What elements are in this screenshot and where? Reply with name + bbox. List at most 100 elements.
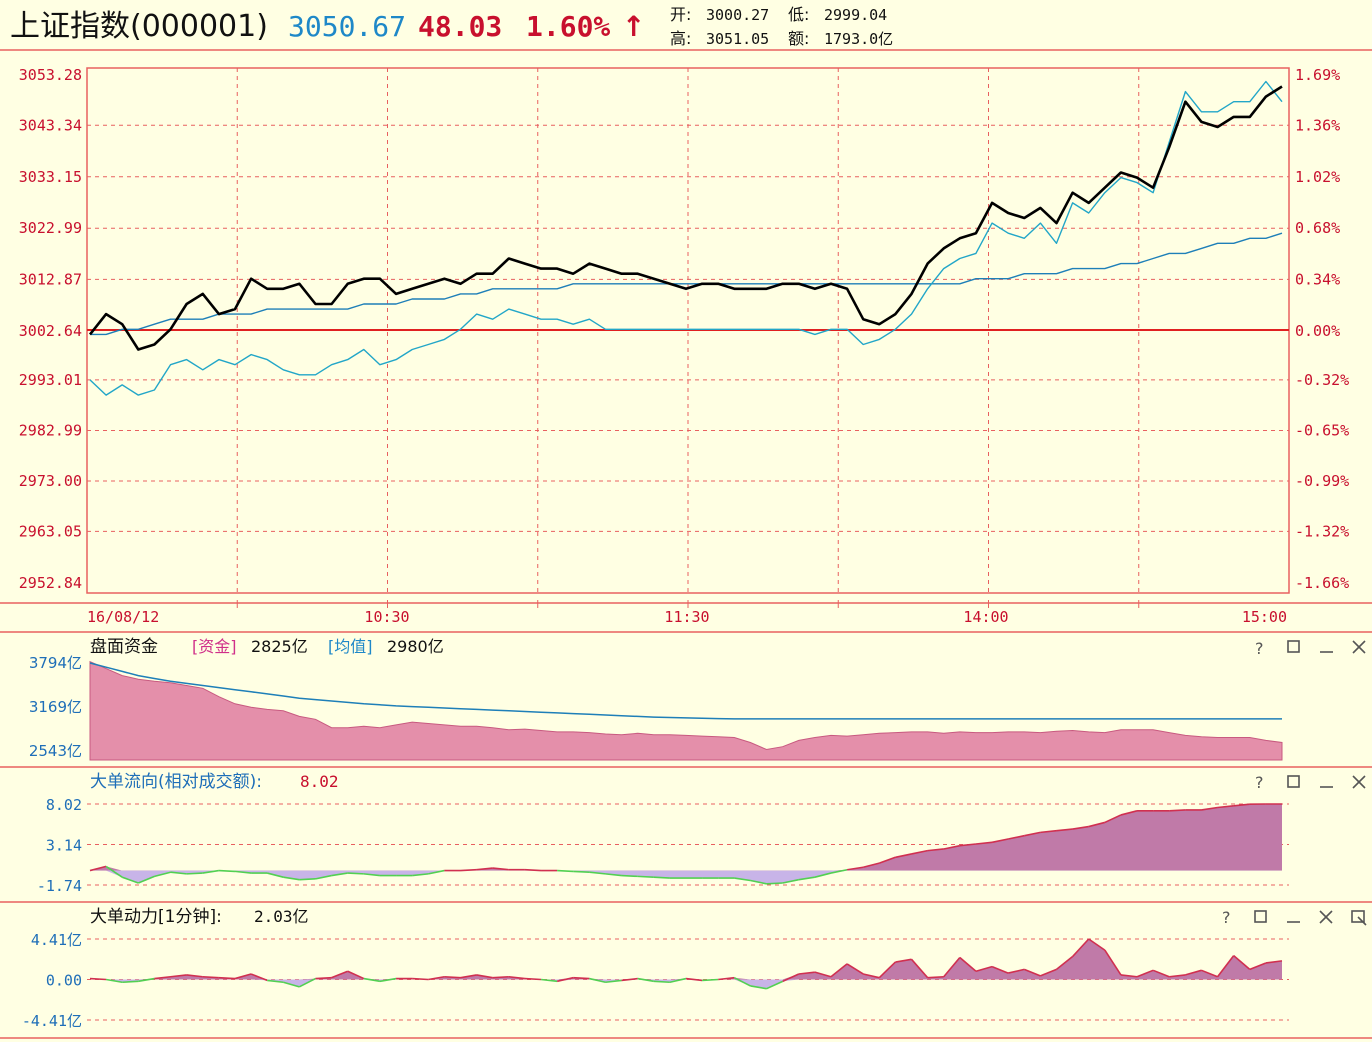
series-segment	[476, 974, 493, 979]
power-current-value: 2.03亿	[254, 907, 309, 926]
y-tick: -4.41亿	[22, 1012, 82, 1030]
series-segment	[653, 876, 670, 879]
series-segment	[573, 870, 590, 874]
series-segment	[734, 877, 751, 882]
unweighted-line	[89, 80, 1283, 396]
series-segment	[911, 849, 928, 855]
low-value: 2999.04	[824, 6, 887, 24]
series-segment	[331, 970, 349, 979]
y-tick: 0.00	[46, 972, 82, 990]
y-tick-left: 3012.87	[19, 270, 82, 288]
high-value: 3051.05	[706, 30, 769, 48]
y-tick-right: 0.34%	[1295, 270, 1340, 288]
series-segment	[267, 979, 284, 984]
main-series-group	[88, 80, 1283, 396]
y-tick-right: 1.02%	[1295, 168, 1340, 186]
avg-line	[90, 232, 1283, 336]
fund-y-tick: 3169亿	[29, 698, 82, 716]
flow-panel-controls: ?	[1255, 773, 1366, 792]
y-tick-right: -1.66%	[1295, 574, 1349, 592]
series-segment	[1088, 821, 1106, 828]
maximize-icon[interactable]	[1254, 910, 1267, 923]
series-segment	[476, 867, 493, 871]
power-panel-title: 大单动力[1分钟]:	[90, 907, 222, 927]
series-segment	[605, 979, 622, 984]
series-segment	[863, 973, 880, 979]
help-icon[interactable]: ?	[1222, 908, 1231, 927]
series-segment	[508, 975, 526, 980]
y-tick-right: 0.00%	[1295, 322, 1340, 340]
series-segment	[879, 856, 896, 864]
help-icon[interactable]: ?	[1255, 639, 1264, 658]
series-segment	[766, 882, 783, 885]
power-panel-controls: ?	[1222, 908, 1367, 927]
y-tick-left: 2982.99	[19, 422, 82, 440]
y-tick-left: 3022.99	[19, 219, 82, 237]
x-tick-label: 14:00	[963, 608, 1008, 626]
maximize-icon[interactable]	[1287, 775, 1300, 788]
series-segment	[846, 963, 864, 975]
y-tick-right: -1.32%	[1295, 522, 1349, 540]
amount-label: 额:	[788, 29, 809, 48]
series-segment	[1088, 938, 1106, 951]
series-segment	[653, 980, 670, 984]
positive-area	[90, 804, 1282, 871]
up-arrow-icon: ↑	[622, 10, 645, 43]
maximize-icon[interactable]	[1287, 640, 1300, 653]
series-segment	[266, 872, 284, 878]
series-segment	[363, 977, 381, 983]
change-percent: 1.60%	[526, 10, 610, 43]
series-segment	[347, 872, 364, 875]
y-tick: 8.02	[46, 796, 82, 814]
close-icon[interactable]	[1352, 640, 1366, 654]
series-segment	[605, 873, 622, 877]
current-price: 3050.67	[288, 10, 406, 43]
series-segment	[814, 971, 832, 978]
series-segment	[250, 973, 268, 982]
series-segment	[154, 871, 171, 878]
series-segment	[492, 867, 509, 871]
y-tick-left: 2973.00	[19, 472, 82, 490]
fund-panel: 盘面资金 [资金] 2825亿 [均值] 2980亿 3794亿 3169亿 254…	[29, 637, 1283, 761]
series-segment	[315, 976, 332, 980]
series-segment	[830, 868, 848, 874]
popout-icon[interactable]	[1351, 910, 1367, 926]
fund-y-tick: 3794亿	[29, 654, 82, 672]
series-segment	[460, 974, 477, 979]
series-segment	[798, 876, 815, 881]
series-segment	[89, 977, 107, 981]
y-tick-right: 0.68%	[1295, 219, 1340, 237]
y-tick-right: -0.32%	[1295, 371, 1349, 389]
series-segment	[1072, 938, 1090, 958]
series-segment	[1217, 805, 1234, 809]
series-segment	[170, 974, 187, 978]
series-segment	[975, 841, 993, 845]
price-line	[88, 85, 1283, 351]
series-segment	[218, 869, 236, 873]
help-icon[interactable]: ?	[1255, 773, 1264, 792]
series-segment	[1169, 974, 1186, 978]
y-tick-right: 1.69%	[1295, 66, 1340, 84]
high-label: 高:	[670, 29, 691, 48]
fund-y-axis: 3794亿 3169亿 2543亿	[29, 654, 82, 760]
positive-area	[90, 939, 1282, 980]
series-segment	[121, 876, 139, 884]
y-tick: 4.41亿	[31, 931, 82, 949]
series-segment	[1024, 831, 1041, 837]
series-segment	[621, 977, 638, 982]
close-icon[interactable]	[1352, 775, 1366, 789]
series-segment	[991, 965, 1009, 974]
series-segment	[170, 871, 187, 875]
series-segment	[750, 879, 767, 885]
series-segment	[927, 848, 944, 852]
svg-text:?: ?	[1255, 639, 1264, 658]
series-segment	[1040, 968, 1057, 977]
series-segment	[283, 876, 300, 881]
svg-text:?: ?	[1222, 908, 1231, 927]
series-segment	[186, 974, 203, 978]
fund-panel-title: 盘面资金	[90, 637, 158, 657]
close-icon[interactable]	[1319, 910, 1333, 924]
series-segment	[782, 878, 799, 884]
series-segment	[589, 871, 606, 875]
series-segment	[959, 956, 977, 972]
